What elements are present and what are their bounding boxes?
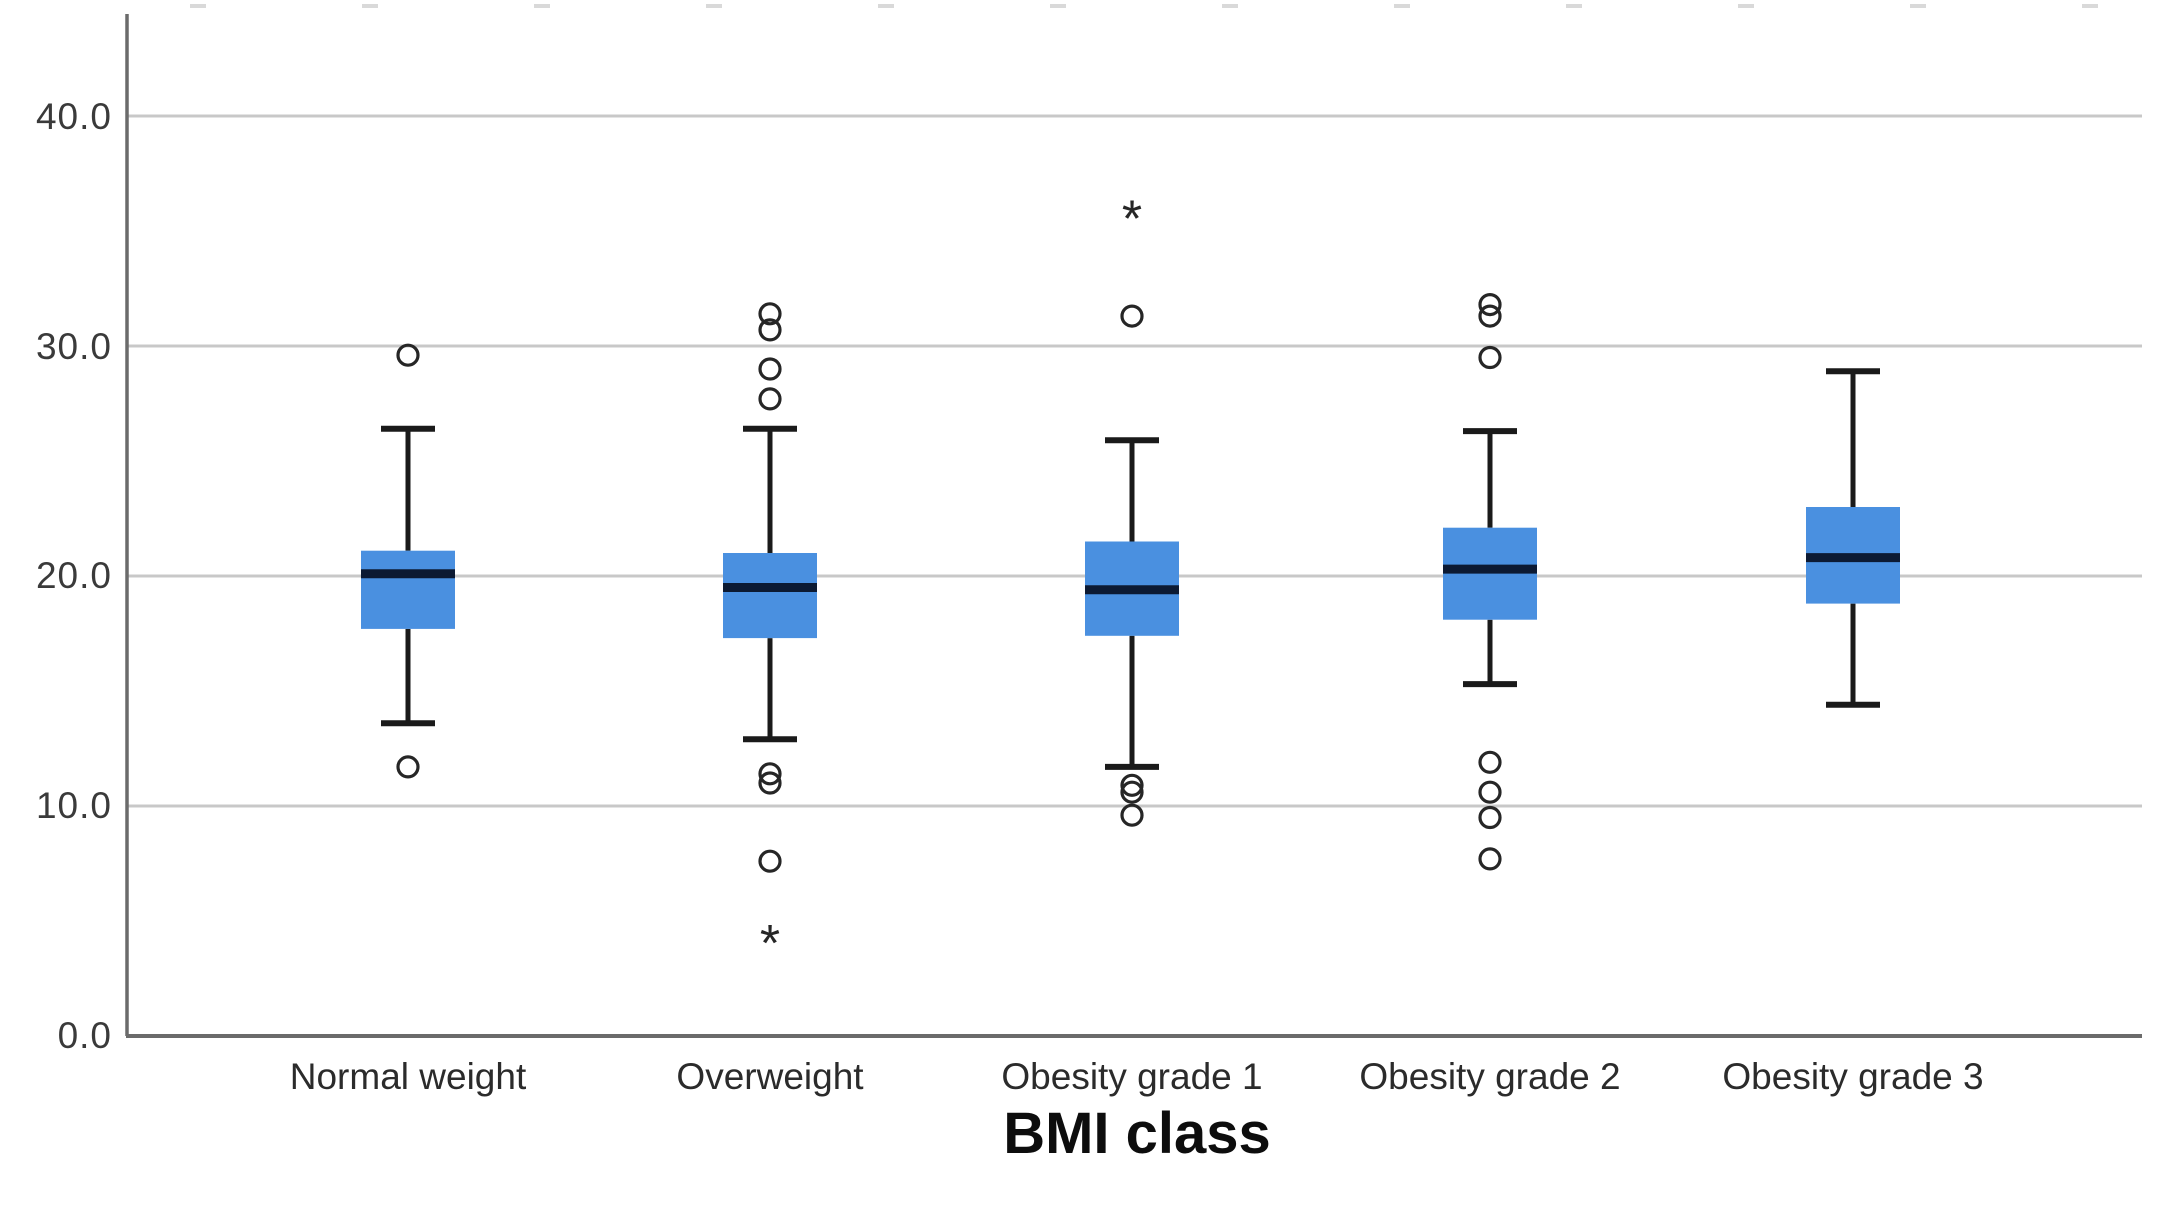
outlier-circle <box>758 302 782 326</box>
y-tick-label-20: 20.0 <box>35 555 112 596</box>
outlier-circle <box>758 762 782 786</box>
boxplot-obesity-grade-2 <box>1443 293 1537 871</box>
x-axis-title: BMI class <box>1003 1101 1271 1166</box>
outlier-circle <box>1478 750 1502 774</box>
y-tick-label-40: 40.0 <box>35 96 112 137</box>
category-label-overweight: Overweight <box>676 1056 864 1097</box>
extreme-outlier-star: * <box>760 915 780 973</box>
outlier-circle <box>1120 304 1144 328</box>
iqr-box <box>723 553 817 639</box>
outlier-circle <box>396 343 420 367</box>
outlier-circle <box>1120 803 1144 827</box>
outlier-circle <box>1478 345 1502 370</box>
boxplot-normal-weight <box>361 343 455 779</box>
outlier-circle <box>758 849 782 873</box>
outlier-circle <box>1120 773 1144 797</box>
outlier-circle <box>1478 293 1502 317</box>
y-tick-label-10: 10.0 <box>35 785 112 826</box>
outlier-circle <box>1478 780 1502 804</box>
outlier-circle <box>396 755 420 779</box>
category-label-normal-weight: Normal weight <box>289 1056 527 1097</box>
y-tick-label-30: 30.0 <box>35 326 112 367</box>
boxplot-obesity-grade-3 <box>1806 368 1900 708</box>
outlier-circle <box>1478 304 1502 328</box>
outlier-circle <box>1478 847 1502 871</box>
category-label-obesity-grade-2: Obesity grade 2 <box>1359 1056 1621 1097</box>
y-tick-label-0: 0.0 <box>57 1015 112 1056</box>
outlier-circle <box>758 357 782 381</box>
outlier-circle <box>1120 780 1144 804</box>
outlier-circle <box>758 318 782 342</box>
outlier-circle <box>758 387 782 411</box>
boxplot-overweight: * <box>723 302 817 973</box>
extreme-outlier-star: * <box>1122 191 1142 249</box>
category-label-obesity-grade-1: Obesity grade 1 <box>1001 1056 1263 1097</box>
iqr-box <box>1443 527 1537 620</box>
iqr-box <box>361 550 455 629</box>
outlier-circle <box>758 771 782 795</box>
category-label-obesity-grade-3: Obesity grade 3 <box>1722 1056 1984 1097</box>
boxplot-obesity-grade-1: * <box>1085 191 1179 827</box>
outlier-circle <box>1478 805 1502 830</box>
